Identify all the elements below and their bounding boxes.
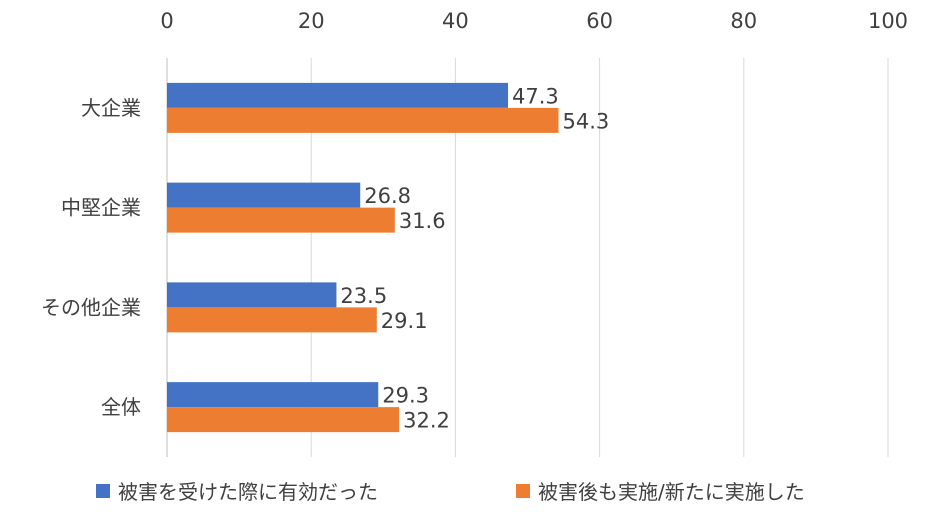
legend-item-series-1: 被害を受けた際に有効だった	[96, 476, 378, 505]
legend-label-series-1: 被害を受けた際に有効だった	[118, 480, 378, 504]
data-label: 23.5	[340, 284, 387, 308]
category-label: 全体	[101, 395, 141, 419]
data-label: 29.1	[381, 309, 428, 333]
x-tick-label: 60	[586, 9, 613, 33]
bar	[167, 107, 559, 133]
data-label: 29.3	[382, 384, 429, 408]
x-tick-label: 20	[298, 9, 325, 33]
data-label: 31.6	[399, 209, 446, 233]
legend-item-series-2: 被害後も実施/新たに実施した	[516, 476, 805, 505]
legend: 被害を受けた際に有効だった 被害後も実施/新たに実施した	[0, 476, 941, 516]
data-label: 47.3	[512, 84, 559, 108]
bar	[167, 382, 379, 408]
category-label: その他企業	[41, 295, 141, 319]
legend-swatch-orange	[516, 483, 530, 498]
bar	[167, 82, 509, 108]
bar	[167, 182, 361, 208]
category-label: 大企業	[81, 96, 141, 120]
bar	[167, 282, 337, 308]
data-label: 54.3	[563, 109, 610, 133]
bar	[167, 307, 377, 333]
category-label: 中堅企業	[61, 196, 141, 220]
legend-swatch-blue	[96, 483, 110, 498]
bar	[167, 207, 395, 233]
data-label: 26.8	[364, 184, 411, 208]
x-tick-label: 100	[868, 9, 908, 33]
x-tick-label: 0	[160, 9, 173, 33]
x-tick-label: 40	[442, 9, 469, 33]
data-label: 32.2	[403, 409, 450, 433]
bar-chart-svg: 0 20 40 60 80 100 大企業 47.354.3 中堅企業 26.831.6 その他企業…	[41, 9, 908, 457]
x-tick-label: 80	[730, 9, 757, 33]
bar	[167, 407, 400, 433]
legend-label-series-2: 被害後も実施/新たに実施した	[538, 480, 805, 504]
